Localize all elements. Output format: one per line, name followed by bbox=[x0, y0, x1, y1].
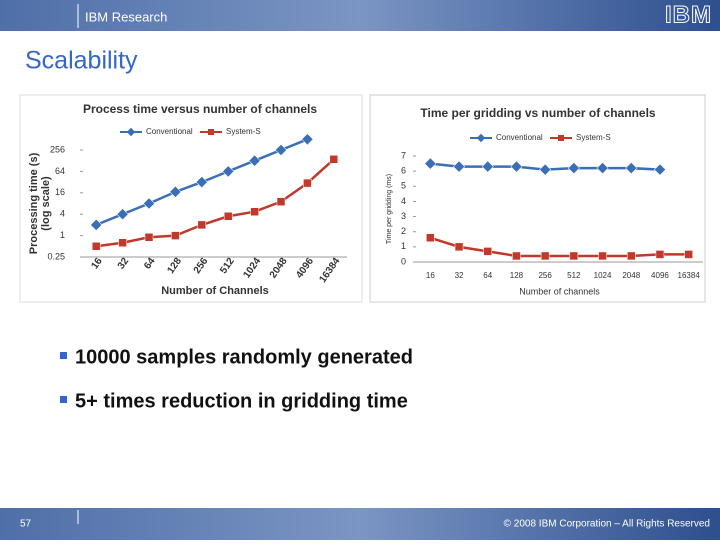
x-tick-label: 4096 bbox=[651, 271, 669, 280]
y-tick-label: 1 bbox=[401, 241, 406, 251]
x-tick-label: 64 bbox=[483, 271, 492, 280]
data-point bbox=[195, 176, 208, 189]
chart-panel bbox=[369, 94, 706, 303]
y-tick-label: 5 bbox=[401, 181, 406, 191]
data-point bbox=[512, 251, 521, 261]
data-point bbox=[453, 160, 466, 173]
y-tick-label: 6 bbox=[401, 166, 406, 176]
x-tick-label: 256 bbox=[538, 271, 552, 280]
y-tick-label: 4 bbox=[401, 196, 406, 206]
data-point bbox=[171, 231, 180, 240]
bullet-icon bbox=[60, 396, 67, 403]
data-point bbox=[91, 242, 101, 251]
data-point bbox=[625, 162, 638, 175]
legend-label: Conventional bbox=[496, 133, 543, 142]
series-line bbox=[429, 236, 689, 258]
footer-bar bbox=[0, 508, 720, 540]
data-point bbox=[169, 185, 182, 198]
data-point bbox=[118, 238, 127, 247]
data-point bbox=[223, 212, 233, 221]
x-tick-label: 1024 bbox=[594, 271, 612, 280]
bullet-text: 10000 samples randomly generated bbox=[75, 346, 413, 368]
data-point bbox=[142, 197, 156, 210]
data-point bbox=[454, 242, 464, 252]
data-point bbox=[483, 247, 492, 256]
data-point bbox=[303, 178, 312, 188]
data-point bbox=[426, 233, 435, 243]
page-number: 57 bbox=[20, 519, 32, 530]
copyright: © 2008 IBM Corporation – All Rights Rese… bbox=[504, 519, 710, 530]
data-point bbox=[424, 157, 437, 170]
y-tick-label: 7 bbox=[401, 150, 406, 160]
legend-marker bbox=[126, 127, 136, 137]
y-tick-label: 1 bbox=[60, 230, 65, 240]
slide-title: Scalability bbox=[25, 47, 138, 75]
x-axis-label: Number of channels bbox=[519, 286, 600, 296]
header-bar bbox=[0, 0, 720, 31]
chart-title: Time per gridding vs number of channels bbox=[420, 106, 655, 120]
legend-marker bbox=[476, 133, 486, 143]
data-point bbox=[222, 165, 235, 178]
legend-label: System-S bbox=[576, 133, 611, 142]
y-tick-label: 4 bbox=[60, 209, 65, 219]
data-point bbox=[90, 218, 103, 231]
y-tick-label: 0 bbox=[401, 256, 406, 266]
data-point bbox=[116, 208, 129, 221]
y-tick-label: 0.25 bbox=[47, 251, 65, 261]
x-tick-label: 128 bbox=[510, 271, 524, 280]
data-point bbox=[274, 143, 288, 157]
y-axis-label: Processing time (s) bbox=[28, 152, 40, 254]
data-point bbox=[276, 197, 286, 206]
logo: IBM bbox=[665, 1, 712, 28]
x-tick-label: 16384 bbox=[678, 271, 701, 280]
legend-label: System-S bbox=[226, 127, 261, 136]
data-point bbox=[540, 251, 550, 261]
legend-marker bbox=[208, 129, 214, 135]
x-tick-label: 16 bbox=[426, 271, 435, 280]
y-tick-label: 2 bbox=[401, 226, 406, 236]
y-axis-label: (log scale) bbox=[40, 176, 52, 231]
legend-marker bbox=[558, 135, 564, 141]
x-tick-label: 32 bbox=[455, 271, 464, 280]
bullet-text: 5+ times reduction in gridding time bbox=[75, 390, 408, 412]
legend-label: Conventional bbox=[146, 127, 193, 136]
data-point bbox=[510, 160, 523, 173]
x-tick-label: 2048 bbox=[622, 271, 640, 280]
y-tick-label: 16 bbox=[55, 187, 65, 197]
charts: Process time versus number of channels Nu… bbox=[28, 102, 703, 297]
chart-panel bbox=[19, 94, 363, 303]
header-label: IBM Research bbox=[85, 9, 167, 24]
y-tick-label: 3 bbox=[401, 211, 406, 221]
y-tick-label: 256 bbox=[50, 144, 65, 154]
data-point bbox=[301, 133, 314, 146]
data-point bbox=[684, 250, 693, 259]
bullet-icon bbox=[60, 352, 67, 359]
data-point bbox=[596, 162, 609, 175]
x-axis-label: Number of Channels bbox=[161, 285, 269, 297]
data-point bbox=[569, 251, 579, 261]
data-point bbox=[197, 220, 207, 230]
data-point bbox=[144, 232, 154, 242]
data-point bbox=[329, 155, 339, 164]
data-point bbox=[655, 250, 665, 259]
data-point bbox=[627, 251, 636, 261]
data-point bbox=[539, 163, 552, 176]
data-point bbox=[481, 160, 494, 173]
data-point bbox=[653, 163, 666, 176]
data-point bbox=[598, 251, 607, 261]
x-tick-label: 512 bbox=[567, 271, 581, 280]
y-axis-label: Time per gridding (ms) bbox=[386, 174, 393, 244]
series-line bbox=[96, 158, 335, 248]
data-point bbox=[567, 162, 580, 175]
chart-title: Process time versus number of channels bbox=[83, 102, 317, 116]
y-tick-label: 64 bbox=[55, 166, 65, 176]
data-point bbox=[248, 154, 261, 167]
data-point bbox=[250, 207, 259, 216]
